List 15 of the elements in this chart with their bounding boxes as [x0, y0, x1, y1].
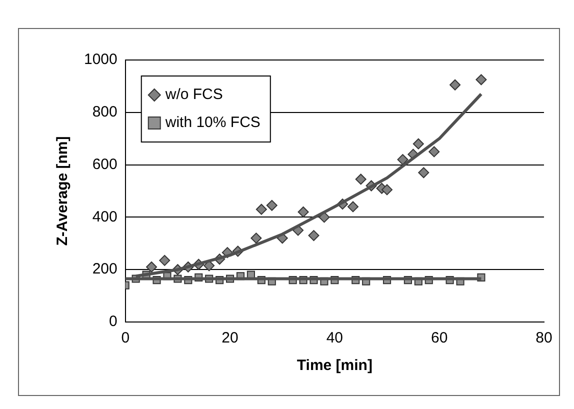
legend-label: w/o FCS	[164, 86, 223, 104]
x-tick-label: 80	[536, 330, 552, 347]
y-tick-label: 0	[109, 313, 118, 330]
x-tick-label: 40	[326, 330, 344, 347]
x-tick-label: 60	[431, 330, 448, 347]
y-tick-label: 200	[92, 260, 118, 278]
x-tick-label: 0	[121, 330, 130, 347]
y-tick-label: 1000	[84, 51, 118, 68]
x-axis-title: Time [min]	[296, 357, 372, 374]
y-tick-label: 400	[92, 208, 118, 226]
legend-label: with 10% FCS	[164, 114, 260, 132]
y-tick-label: 800	[92, 104, 118, 121]
y-tick-label: 600	[92, 156, 118, 173]
y-axis-title: Z-Average [nm]	[54, 136, 72, 246]
x-tick-label: 20	[222, 330, 238, 347]
